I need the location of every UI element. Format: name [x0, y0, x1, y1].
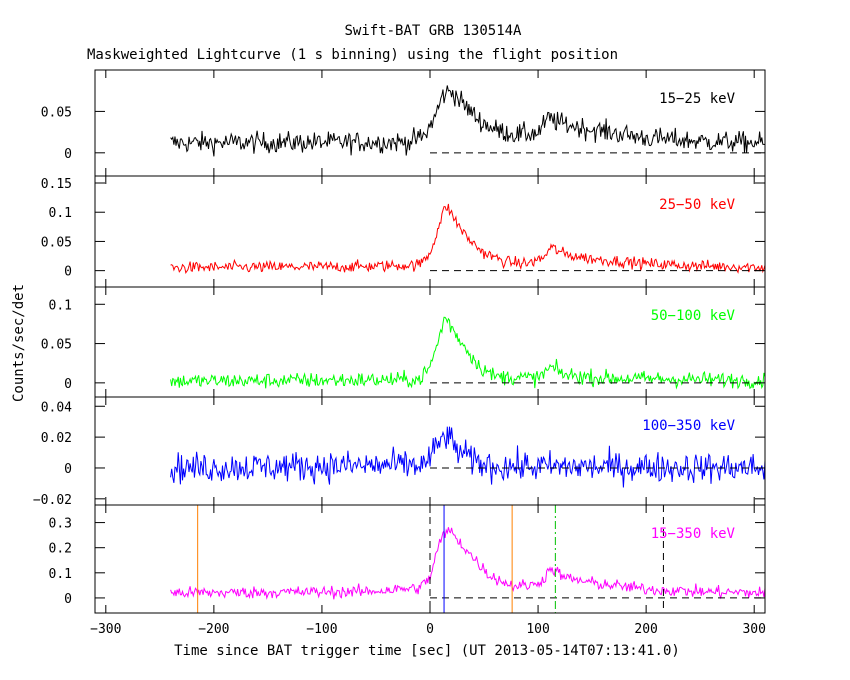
chart-title: Swift-BAT GRB 130514A: [344, 23, 522, 39]
panel-frame: [94, 69, 766, 177]
y-tick-label: 0.15: [41, 177, 72, 192]
panel-5: 0 0.1 0.2 0.3 15−350 keV: [49, 504, 766, 614]
y-tick-label: 0: [64, 377, 72, 392]
x-tick-label: −100: [306, 622, 337, 637]
energy-band-label: 100−350 keV: [642, 418, 735, 434]
y-tick-label: 0.1: [49, 567, 72, 582]
y-tick-label: 0: [64, 147, 72, 162]
panels-group: 0 0.05 15−25 keV 0 0.05 0.1 0.15 25−50 keV 0 0.05…: [33, 69, 766, 637]
y-tick-label: −0.02: [33, 493, 72, 508]
lightcurve-series: [170, 203, 766, 275]
y-tick-label: 0.02: [41, 431, 72, 446]
y-tick-label: 0.3: [49, 517, 72, 532]
panel-2: 0 0.05 0.1 0.15 25−50 keV: [41, 175, 766, 288]
y-axis-label: Counts/sec/det: [11, 284, 27, 402]
y-tick-label: 0.2: [49, 542, 72, 557]
energy-band-label: 25−50 keV: [659, 197, 735, 213]
y-tick-label: 0: [64, 265, 72, 280]
y-tick-label: 0.05: [41, 235, 72, 250]
x-tick-label: −300: [90, 622, 121, 637]
panel-frame: [94, 396, 766, 506]
lightcurve-series: [170, 426, 766, 488]
x-axis-label: Time since BAT trigger time [sec] (UT 20…: [174, 643, 680, 659]
y-tick-label: 0: [64, 592, 72, 607]
energy-band-label: 15−25 keV: [659, 91, 735, 107]
y-tick-label: 0.05: [41, 105, 72, 120]
x-tick-label: 300: [742, 622, 765, 637]
panel-4: −0.02 0 0.02 0.04 100−350 keV: [33, 396, 766, 508]
lightcurve-series: [170, 527, 766, 600]
x-tick-label: 100: [526, 622, 549, 637]
lightcurve-series: [170, 316, 766, 390]
lightcurve-series: [170, 85, 766, 157]
x-tick-label: 0: [426, 622, 434, 637]
x-tick-label: −200: [198, 622, 229, 637]
energy-band-label: 15−350 keV: [651, 526, 736, 542]
y-tick-label: 0.04: [41, 400, 72, 415]
chart-subtitle: Maskweighted Lightcurve (1 s binning) us…: [87, 47, 618, 63]
y-tick-label: 0.05: [41, 338, 72, 353]
y-tick-label: 0: [64, 462, 72, 477]
x-tick-label: 200: [634, 622, 657, 637]
panel-1: 0 0.05 15−25 keV: [41, 69, 766, 177]
energy-band-label: 50−100 keV: [651, 308, 736, 324]
y-tick-label: 0.1: [49, 298, 72, 313]
panel-3: 0 0.05 0.1 50−100 keV: [41, 286, 766, 398]
y-tick-label: 0.1: [49, 206, 72, 221]
